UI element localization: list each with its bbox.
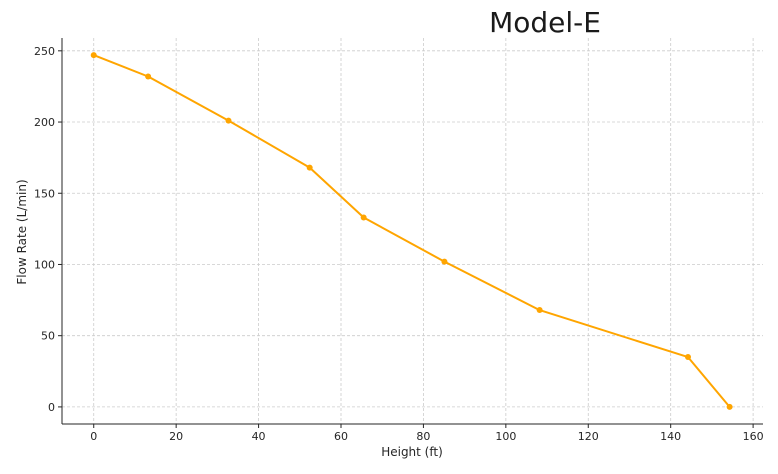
series-line <box>93 54 731 408</box>
y-axis-ticks: 0 50 100 150 200 250 <box>34 45 62 414</box>
data-point <box>536 307 543 314</box>
x-tick-label: 20 <box>169 430 183 443</box>
x-tick-label: 160 <box>743 430 764 443</box>
data-point <box>360 214 367 221</box>
x-tick-label: 40 <box>252 430 266 443</box>
data-point <box>726 403 733 410</box>
data-point <box>684 354 691 361</box>
y-tick-label: 250 <box>34 45 55 58</box>
data-point <box>145 73 152 80</box>
chart-title: Model-E <box>489 6 601 39</box>
y-tick-label: 0 <box>48 401 55 414</box>
x-tick-label: 0 <box>90 430 97 443</box>
x-axis-ticks: 0 20 40 60 80 100 120 140 160 <box>90 424 764 443</box>
y-tick-label: 150 <box>34 187 55 200</box>
x-tick-label: 100 <box>495 430 516 443</box>
x-tick-label: 60 <box>334 430 348 443</box>
x-axis-label: Height (ft) <box>381 445 443 459</box>
data-point <box>441 258 448 265</box>
data-point <box>225 117 232 124</box>
data-point <box>90 52 97 59</box>
x-tick-label: 80 <box>416 430 430 443</box>
y-tick-label: 200 <box>34 116 55 129</box>
data-point <box>306 164 313 171</box>
y-tick-label: 50 <box>41 330 55 343</box>
y-tick-label: 100 <box>34 258 55 271</box>
x-tick-label: 140 <box>660 430 681 443</box>
series-group <box>90 52 733 410</box>
x-tick-label: 120 <box>578 430 599 443</box>
y-axis-label: Flow Rate (L/min) <box>15 179 29 284</box>
grid <box>62 38 763 424</box>
axes <box>61 38 763 425</box>
